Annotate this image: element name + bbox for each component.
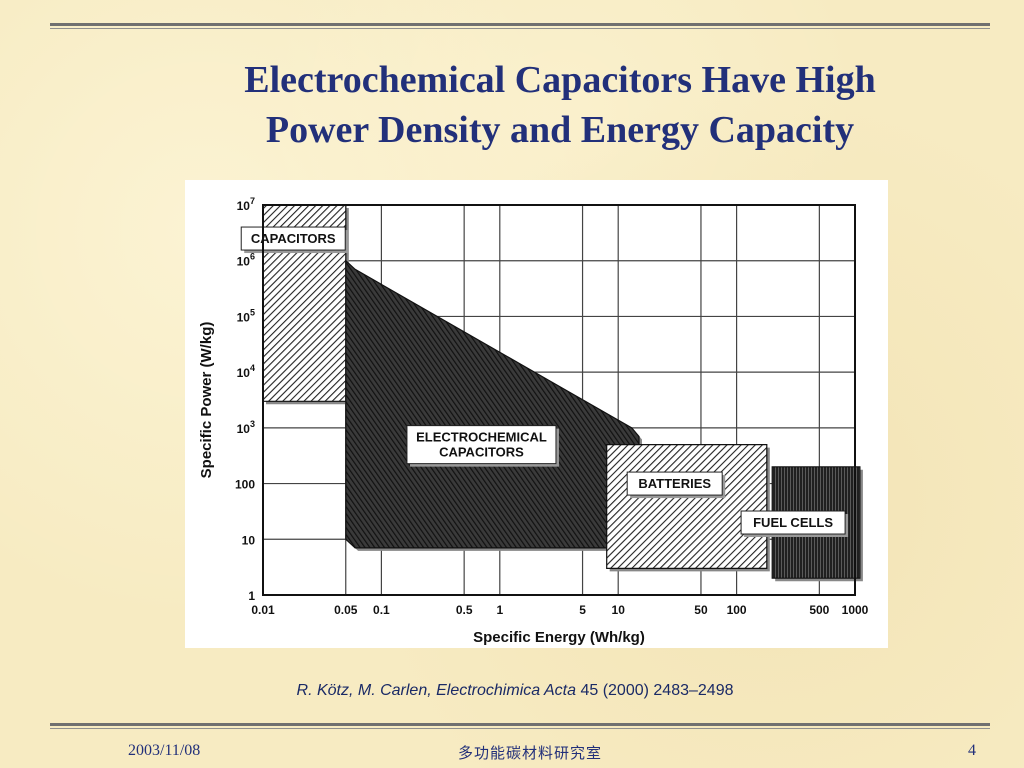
x-tick-label: 50	[694, 603, 708, 617]
ragone-plot-figure: CAPACITORS ELECTROCHEMICAL CAPACITORS BATTE…	[185, 180, 888, 648]
y-tick-label: 107	[237, 196, 255, 213]
y-tick-label: 10	[242, 533, 256, 547]
batteries-label-box	[626, 471, 723, 496]
region-labels-layer: CAPACITORSELECTROCHEMICALCAPACITORSBATTE…	[240, 226, 849, 538]
x-tick-label: 500	[809, 603, 829, 617]
title-line-2: Power Density and Energy Capacity	[265, 109, 855, 151]
y-tick-label: 104	[237, 363, 255, 380]
capacitors-label-box	[240, 226, 346, 251]
electrochemical-capacitors-label-box	[406, 425, 557, 465]
regions-layer	[262, 204, 863, 582]
citation: R. Kötz, M. Carlen, Electrochimica Acta …	[180, 682, 850, 700]
x-tick-label: 0.01	[251, 603, 275, 617]
y-tick-label: 103	[237, 419, 255, 436]
ragone-chart: CAPACITORSELECTROCHEMICALCAPACITORSBATTE…	[198, 196, 869, 646]
fuel-cells-label-text: FUEL CELLS	[753, 515, 833, 530]
x-tick-label: 1	[496, 603, 503, 617]
y-axis-label: Specific Power (W/kg)	[198, 322, 215, 479]
y-tick-label: 106	[237, 252, 255, 269]
top-rule	[50, 23, 990, 29]
batteries-label: BATTERIES	[626, 471, 726, 499]
x-tick-label: 1000	[842, 603, 869, 617]
electrochemical-capacitors-label-text: ELECTROCHEMICAL	[416, 430, 547, 445]
fuel-cells-label-box	[740, 510, 846, 535]
batteries-region	[606, 444, 768, 569]
title-line-1: Electrochemical Capacitors Have High	[244, 59, 876, 101]
capacitors-label-text: CAPACITORS	[251, 231, 336, 246]
axis-layer: 0.01 0.05 0.1 0.5 1 5 10 50 100 500 1000 1 10 100 103 1…	[198, 196, 869, 646]
x-axis-label: Specific Energy (Wh/kg)	[473, 629, 645, 646]
citation-journal: Electrochimica Acta	[436, 682, 577, 699]
y-tick-label: 105	[237, 307, 255, 324]
batteries-label-text: BATTERIES	[638, 476, 711, 491]
capacitors-label: CAPACITORS	[240, 226, 349, 254]
bottom-rule	[50, 723, 990, 729]
x-tick-label: 0.1	[373, 603, 390, 617]
plot-frame	[262, 204, 856, 596]
y-tick-label: 1	[248, 589, 255, 603]
slide-number: 4	[968, 742, 976, 759]
slide-title: Electrochemical Capacitors Have High Pow…	[150, 55, 970, 155]
fuel-cells-label: FUEL CELLS	[740, 510, 849, 538]
electrochemical-capacitors-region	[345, 259, 640, 549]
x-tick-label: 5	[579, 603, 586, 617]
citation-authors: R. Kötz, M. Carlen,	[296, 682, 437, 699]
citation-ref: 45 (2000) 2483–2498	[576, 682, 734, 699]
electrochemical-capacitors-label-text: CAPACITORS	[439, 445, 524, 460]
x-tick-label: 100	[727, 603, 747, 617]
x-tick-label: 0.05	[334, 603, 358, 617]
y-tick-label: 100	[235, 478, 255, 492]
x-tick-label: 0.5	[456, 603, 473, 617]
footer-date: 2003/11/08	[128, 742, 201, 759]
x-tick-label: 10	[612, 603, 626, 617]
footer-lab-name: 多功能碳材料研究室	[458, 744, 603, 762]
